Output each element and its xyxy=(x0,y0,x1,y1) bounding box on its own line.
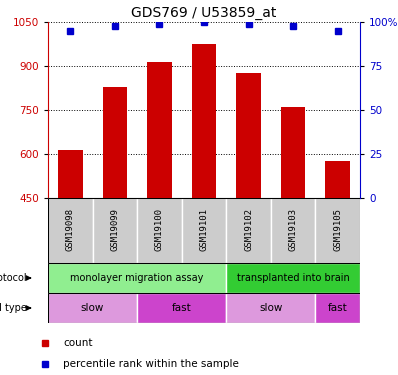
Bar xyxy=(226,293,316,323)
Text: protocol: protocol xyxy=(0,273,26,283)
Bar xyxy=(281,107,305,198)
Bar xyxy=(137,293,226,323)
Text: fast: fast xyxy=(328,303,347,313)
Bar xyxy=(147,62,172,198)
Text: count: count xyxy=(63,338,92,348)
Bar xyxy=(226,198,271,263)
Text: percentile rank within the sample: percentile rank within the sample xyxy=(63,359,239,369)
Text: monolayer migration assay: monolayer migration assay xyxy=(70,273,204,283)
Bar xyxy=(48,293,137,323)
Bar xyxy=(236,74,261,198)
Text: GSM19103: GSM19103 xyxy=(289,208,298,251)
Bar xyxy=(316,293,360,323)
Text: GSM19098: GSM19098 xyxy=(66,208,75,251)
Bar xyxy=(93,198,137,263)
Bar xyxy=(103,87,127,198)
Bar xyxy=(48,263,226,293)
Bar xyxy=(192,44,216,198)
Bar xyxy=(137,198,182,263)
Bar xyxy=(182,198,226,263)
Bar xyxy=(226,263,360,293)
Bar xyxy=(271,198,316,263)
Text: fast: fast xyxy=(172,303,191,313)
Text: slow: slow xyxy=(81,303,104,313)
Bar xyxy=(48,198,93,263)
Text: slow: slow xyxy=(259,303,283,313)
Text: transplanted into brain: transplanted into brain xyxy=(237,273,349,283)
Text: GSM19101: GSM19101 xyxy=(199,208,209,251)
Text: GSM19102: GSM19102 xyxy=(244,208,253,251)
Title: GDS769 / U53859_at: GDS769 / U53859_at xyxy=(131,6,277,20)
Bar xyxy=(58,150,82,198)
Text: GSM19100: GSM19100 xyxy=(155,208,164,251)
Text: GSM19105: GSM19105 xyxy=(333,208,342,251)
Bar xyxy=(316,198,360,263)
Text: cell type: cell type xyxy=(0,303,26,313)
Text: GSM19099: GSM19099 xyxy=(110,208,119,251)
Bar xyxy=(326,161,350,198)
